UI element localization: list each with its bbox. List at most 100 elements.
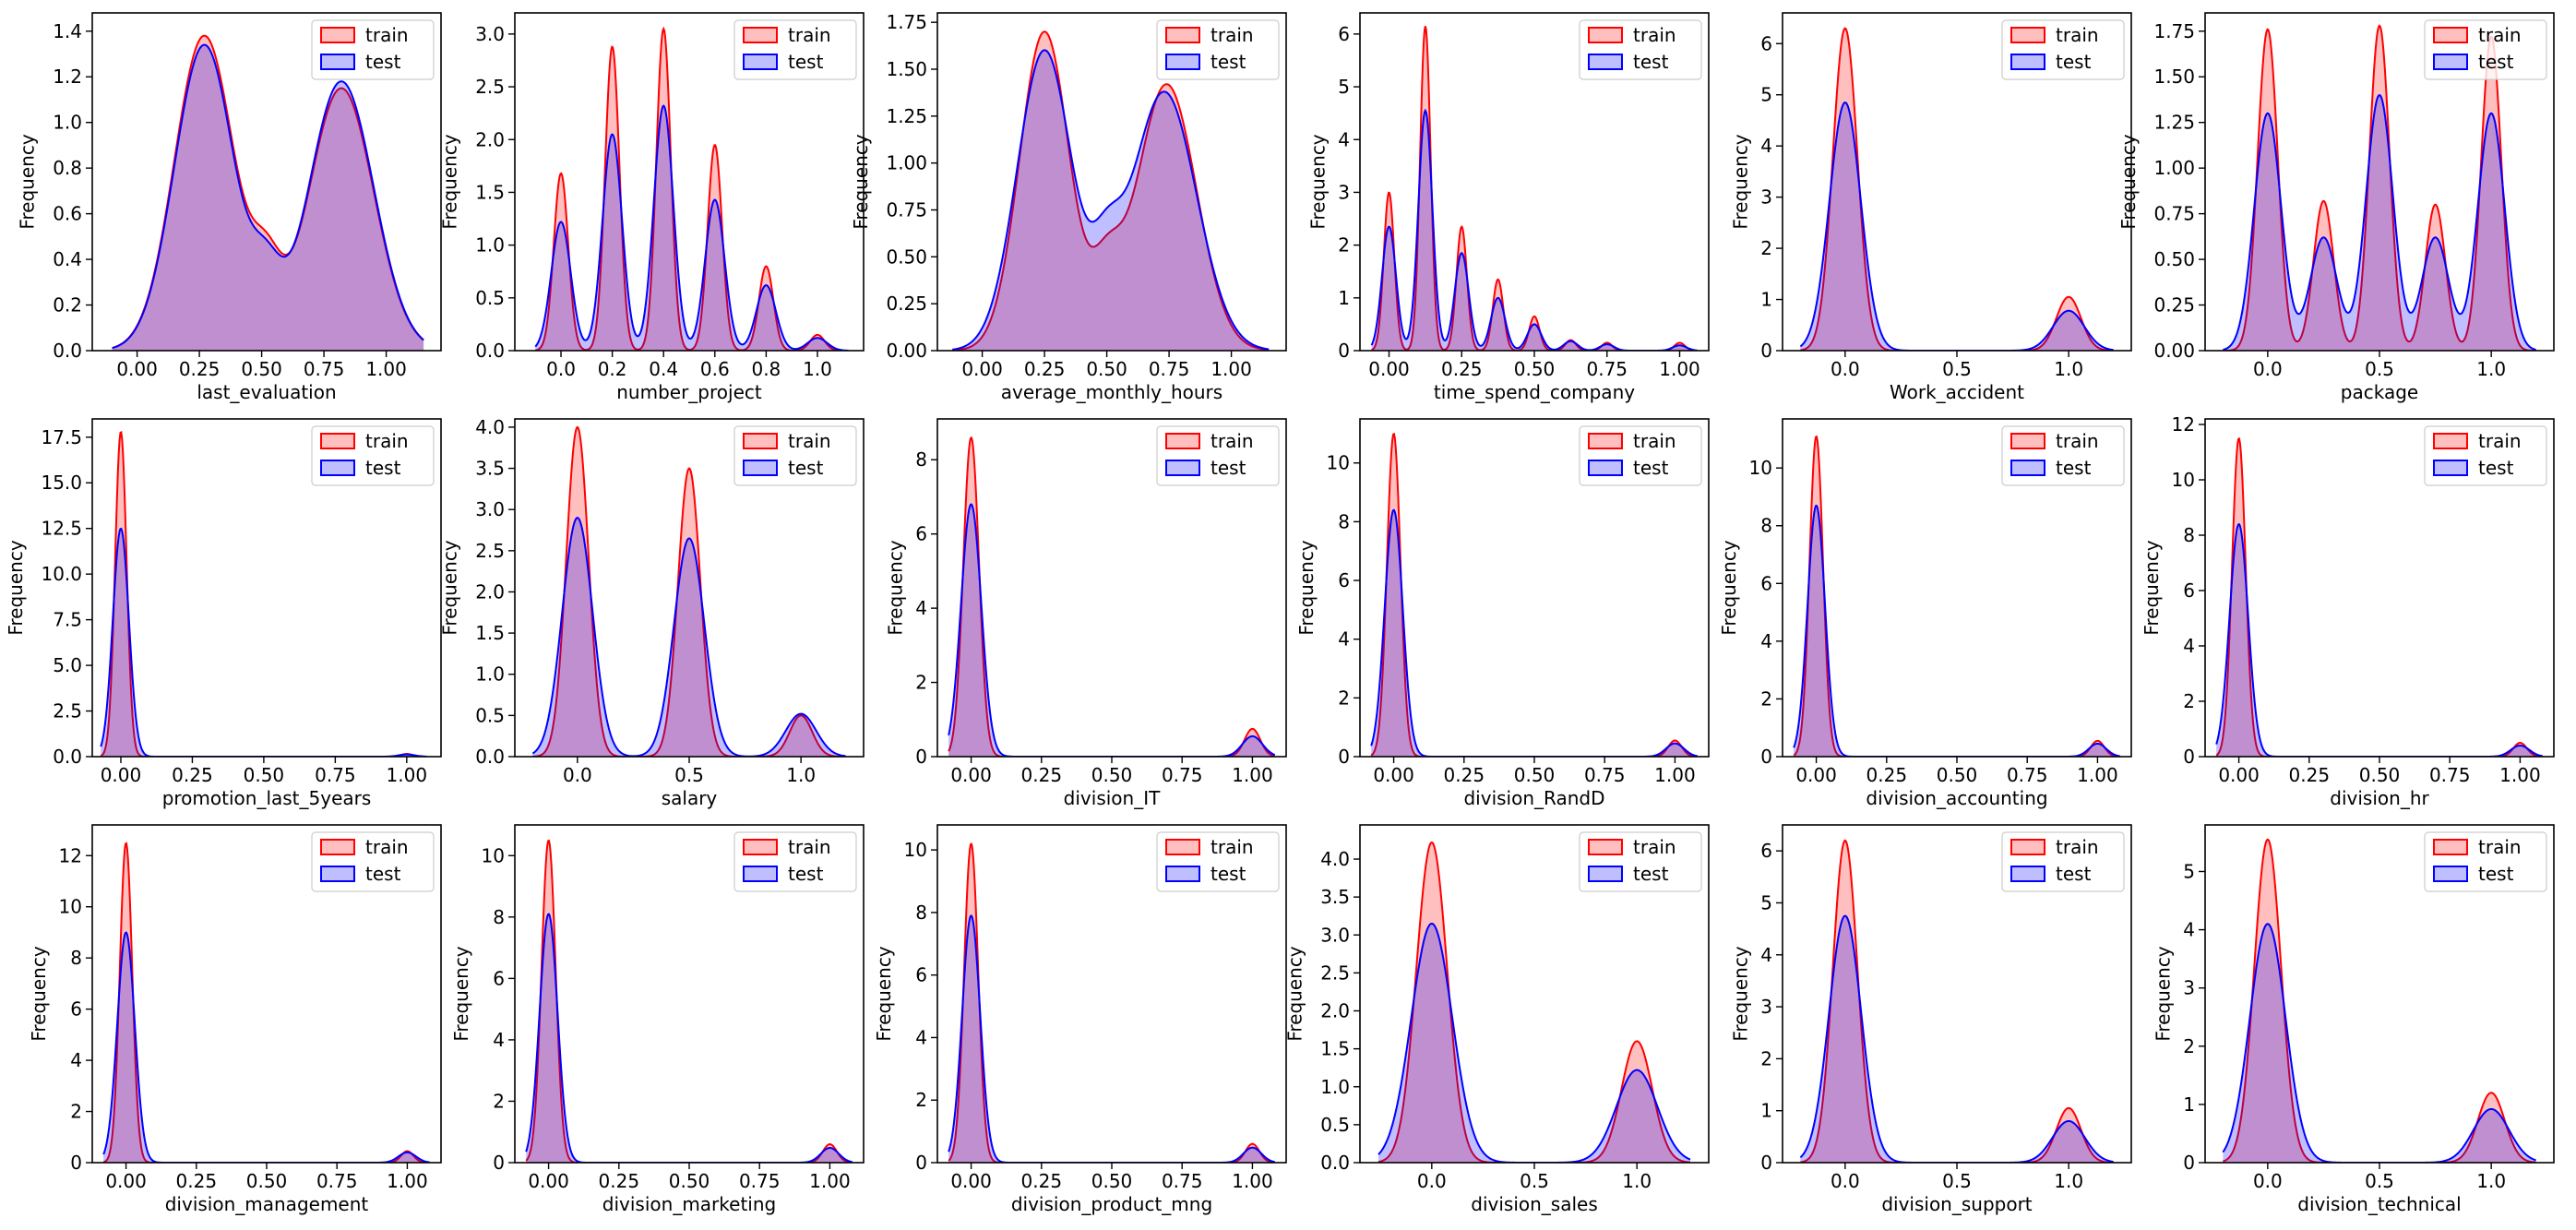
series-test-area <box>948 504 1275 757</box>
legend: train test <box>311 19 435 80</box>
series-test-area <box>2223 924 2536 1163</box>
x-tick-label: 0.00 <box>116 358 158 380</box>
legend-label-test: test <box>1210 863 1246 885</box>
legend-swatch-train <box>2010 839 2045 855</box>
x-tick-label: 1.00 <box>2077 764 2118 786</box>
y-tick-label: 15.0 <box>41 472 82 494</box>
y-tick-label: 1 <box>2183 1093 2195 1116</box>
axes-frame <box>936 12 1287 352</box>
legend: train test <box>733 425 857 486</box>
subplot-division_technical: 0.0 0.5 1.0 0 1 2 3 4 5 division_technical Frequen… <box>2153 824 2555 1215</box>
series-train-area <box>2223 839 2536 1163</box>
series-test-line <box>534 104 849 351</box>
series-train-line <box>2223 838 2536 1163</box>
y-tick-label: 2 <box>915 672 927 694</box>
y-axis-label: Frequency <box>439 134 461 229</box>
y-tick-label: 2.0 <box>1320 1000 1350 1022</box>
legend-label-test: test <box>788 863 824 885</box>
axes-frame <box>91 418 442 758</box>
series-test-area <box>535 105 849 351</box>
y-tick-label: 6 <box>1760 840 1772 862</box>
legend-swatch-train <box>2010 27 2045 43</box>
y-tick-label: 8 <box>1760 515 1772 537</box>
y-tick-label: 0.75 <box>2153 203 2195 225</box>
legend-label-train: train <box>2478 24 2522 46</box>
legend-swatch-test <box>320 866 355 882</box>
legend-swatch-test <box>2433 460 2468 476</box>
series-train-line <box>2215 436 2543 757</box>
series-train-area <box>103 842 430 1163</box>
series-train-line <box>532 425 846 757</box>
y-tick-label: 8 <box>1338 510 1350 532</box>
legend-swatch-test <box>743 866 778 882</box>
series-test-area <box>2223 94 2536 351</box>
y-tick-label: 0.0 <box>475 746 505 768</box>
legend-box <box>1156 425 1280 486</box>
y-tick-label: 1.0 <box>475 234 505 257</box>
x-tick-label: 0.75 <box>1586 358 1628 380</box>
series-test-area <box>948 915 1275 1163</box>
series-train-area <box>948 437 1275 757</box>
y-tick-label: 0 <box>2183 746 2195 768</box>
legend-swatch-test <box>1588 54 1623 70</box>
x-tick-label: 0.75 <box>304 358 345 380</box>
y-tick-label: 0.0 <box>475 340 505 362</box>
x-tick-label: 1.00 <box>1232 1170 1273 1192</box>
y-tick-label: 10 <box>2172 469 2195 491</box>
y-tick-label: 0 <box>1760 1152 1772 1174</box>
subplot-last_evaluation: 0.00 0.25 0.50 0.75 1.00 0.0 0.2 0.4 0.6 0.8 1.0 1.… <box>17 12 442 403</box>
y-tick-label: 2 <box>1338 234 1350 257</box>
y-axis-label: Frequency <box>28 946 50 1041</box>
y-tick-label: 0 <box>1338 340 1350 362</box>
legend: train test <box>1579 19 1702 80</box>
x-tick-label: 0.00 <box>1795 764 1837 786</box>
series-test-area <box>112 44 424 351</box>
x-axis-label: division_management <box>165 1193 369 1215</box>
y-tick-label: 0.5 <box>475 704 505 726</box>
x-tick-label: 0.5 <box>1942 1170 1972 1192</box>
y-tick-label: 7.5 <box>53 609 82 631</box>
y-axis-label: Frequency <box>17 134 39 229</box>
legend-label-test: test <box>1210 51 1246 73</box>
subplot-division_sales: 0.0 0.5 1.0 0.0 0.5 1.0 1.5 2.0 2.5 3.0 3.5 4.0 divi… <box>1284 824 1710 1215</box>
series-test-line <box>2215 523 2543 757</box>
y-tick-label: 0.50 <box>2153 248 2195 270</box>
legend-box <box>2001 425 2125 486</box>
y-tick-label: 0 <box>70 1152 82 1174</box>
y-tick-label: 3 <box>1760 996 1772 1018</box>
y-tick-label: 4 <box>2183 635 2195 657</box>
legend-label-test: test <box>365 457 401 479</box>
subplot-division_support: 0.0 0.5 1.0 0 1 2 3 4 5 6 division_support Frequenc… <box>1730 824 2132 1215</box>
legend-box <box>1579 425 1702 486</box>
y-tick-label: 1 <box>1760 1100 1772 1122</box>
y-tick-label: 1.4 <box>53 20 82 42</box>
x-tick-label: 0.00 <box>528 1170 569 1192</box>
subplot-division_product_mng: 0.00 0.25 0.50 0.75 1.00 0 2 4 6 8 10 division_prod… <box>873 824 1287 1215</box>
x-tick-label: 1.00 <box>2499 764 2541 786</box>
legend-label-test: test <box>2056 51 2092 73</box>
y-tick-label: 4 <box>2183 919 2195 941</box>
y-tick-label: 1.5 <box>475 181 505 203</box>
series-test-line <box>1799 101 2114 351</box>
x-tick-label: 0.0 <box>563 764 592 786</box>
legend-box <box>1579 19 1702 80</box>
legend-label-train: train <box>1210 430 1254 452</box>
series-train-area <box>1378 842 1690 1163</box>
legend-box <box>2001 831 2125 892</box>
legend-label-test: test <box>1633 51 1669 73</box>
y-tick-label: 1.75 <box>886 11 927 33</box>
legend-swatch-train <box>743 839 778 855</box>
y-tick-label: 0.5 <box>1320 1114 1350 1136</box>
y-axis-label: Frequency <box>2153 946 2175 1041</box>
x-tick-label: 0.75 <box>2007 764 2048 786</box>
series-test-area <box>952 50 1270 351</box>
series-test-area <box>1371 509 1698 757</box>
x-tick-label: 0.00 <box>105 1170 147 1192</box>
legend-label-test: test <box>1210 457 1246 479</box>
x-tick-label: 1.00 <box>1659 358 1700 380</box>
legend-swatch-train <box>320 839 355 855</box>
x-tick-label: 0.25 <box>172 764 213 786</box>
x-tick-label: 0.50 <box>1091 764 1133 786</box>
legend-box <box>733 831 857 892</box>
y-tick-label: 4.0 <box>475 416 505 438</box>
